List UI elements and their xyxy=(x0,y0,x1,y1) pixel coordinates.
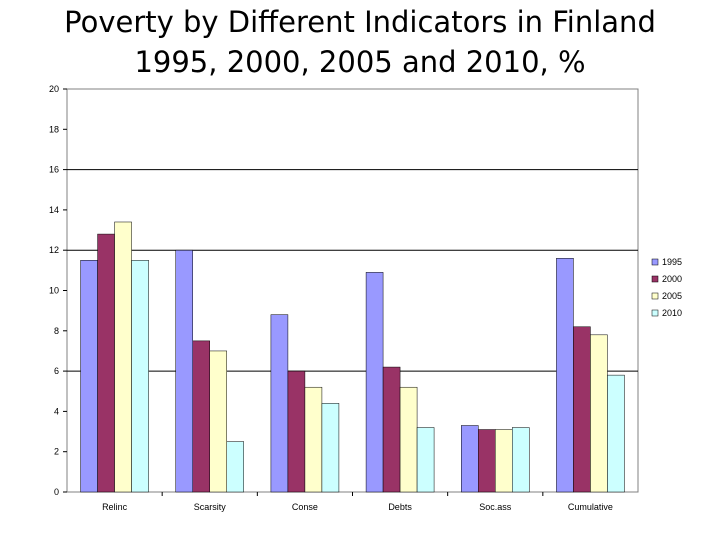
bar-2000 xyxy=(192,340,210,493)
y-tick-label: 14 xyxy=(49,205,59,215)
y-tick-label: 16 xyxy=(49,165,59,175)
legend-swatch-2000 xyxy=(651,275,659,283)
legend-label: 1995 xyxy=(662,257,682,267)
y-tick-label: 12 xyxy=(49,245,59,255)
chart-title-line1: Poverty by Different Indicators in Finla… xyxy=(64,5,656,39)
bar-1995 xyxy=(365,272,384,493)
y-tick-label: 6 xyxy=(54,366,59,376)
chart-title-line2: 1995, 2000, 2005 and 2010, % xyxy=(134,45,586,79)
y-tick-label: 4 xyxy=(54,406,59,416)
legend-label: 2000 xyxy=(662,274,682,284)
bar-1995 xyxy=(80,260,98,493)
bar-2000 xyxy=(382,366,401,493)
bar-2005 xyxy=(114,221,132,493)
bar-2010 xyxy=(226,441,244,493)
legend-swatch-1995 xyxy=(651,258,659,266)
bar-1995 xyxy=(270,314,289,493)
x-category-label: Soc.ass xyxy=(479,502,512,512)
bar-1995 xyxy=(461,425,479,493)
plot-area xyxy=(66,88,639,493)
legend-label: 2010 xyxy=(662,308,682,318)
y-tick-label: 20 xyxy=(49,84,59,94)
bar-1995 xyxy=(556,258,574,493)
x-category-label: Debts xyxy=(388,502,412,512)
bar-2010 xyxy=(321,403,340,493)
bar-1995 xyxy=(175,249,193,493)
bar-2005 xyxy=(209,350,227,493)
bar-2005 xyxy=(495,429,513,493)
bar-2010 xyxy=(607,374,625,493)
bar-2005 xyxy=(590,334,608,493)
y-tick-label: 8 xyxy=(54,326,59,336)
bar-2000 xyxy=(478,429,496,493)
bar-2005 xyxy=(304,386,323,493)
bar-2010 xyxy=(131,260,149,493)
legend-swatch-2005 xyxy=(651,292,659,300)
bar-2000 xyxy=(97,233,115,493)
x-category-label: Scarsity xyxy=(194,502,227,512)
y-tick-label: 2 xyxy=(54,447,59,457)
x-category-label: Relinc xyxy=(102,502,128,512)
legend-label: 2005 xyxy=(662,291,682,301)
y-tick-label: 10 xyxy=(49,286,59,296)
bar-2000 xyxy=(287,370,306,493)
x-category-label: Cumulative xyxy=(568,502,613,512)
bar-2000 xyxy=(573,326,591,493)
y-tick-label: 0 xyxy=(54,487,59,497)
bar-2005 xyxy=(399,386,418,493)
bar-2010 xyxy=(512,427,530,493)
bar-2010 xyxy=(416,427,435,493)
x-category-label: Conse xyxy=(292,502,318,512)
legend-swatch-2010 xyxy=(651,309,659,317)
y-tick-label: 18 xyxy=(49,124,59,134)
